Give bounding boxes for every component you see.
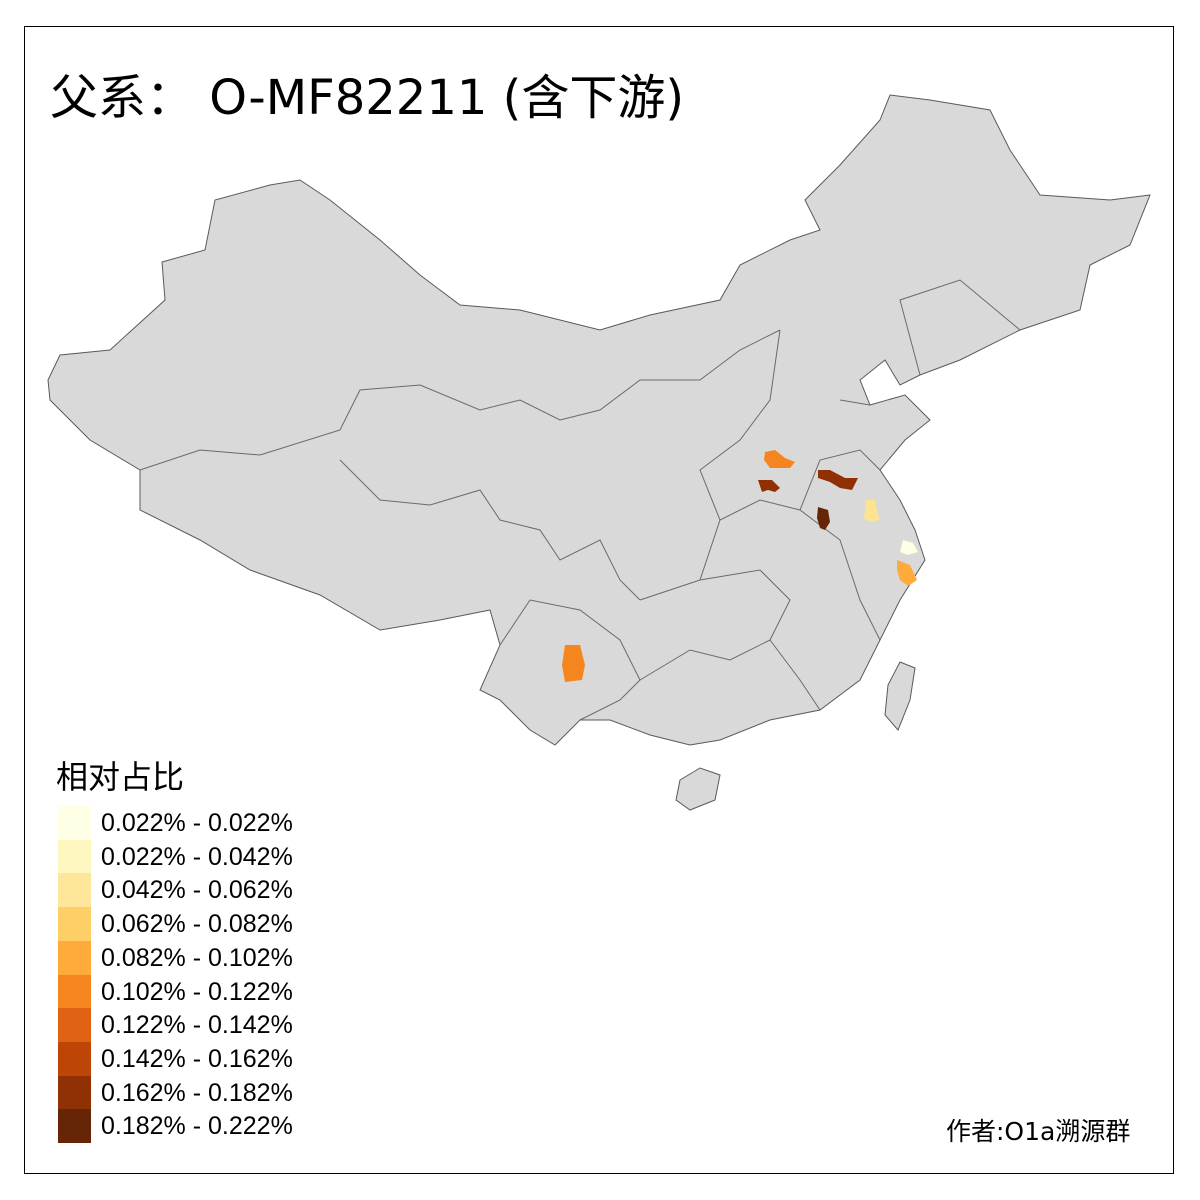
- legend-item: 0.062% - 0.082%: [58, 907, 358, 942]
- region-class-4: [897, 560, 917, 586]
- highlighted-regions: [562, 450, 918, 682]
- legend-swatch: [58, 1008, 91, 1043]
- legend-label: 0.082% - 0.102%: [101, 943, 293, 972]
- legend-swatch: [58, 1109, 91, 1144]
- legend-label: 0.062% - 0.082%: [101, 910, 293, 939]
- legend-swatch: [58, 907, 91, 942]
- legend-label: 0.122% - 0.142%: [101, 1011, 293, 1040]
- legend-title: 相对占比: [56, 758, 185, 796]
- region-class-8: [818, 470, 858, 490]
- legend-label: 0.142% - 0.162%: [101, 1044, 293, 1073]
- region-class-5: [562, 645, 585, 682]
- legend-label: 0.182% - 0.222%: [101, 1112, 293, 1141]
- taiwan: [884, 661, 916, 731]
- legend-item: 0.042% - 0.062%: [58, 873, 358, 908]
- legend-swatch: [58, 839, 91, 874]
- author-credit: 作者:O1a溯源群: [946, 1117, 1131, 1146]
- legend-item: 0.102% - 0.122%: [58, 974, 358, 1009]
- legend-label: 0.162% - 0.182%: [101, 1078, 293, 1107]
- legend-item: 0.182% - 0.222%: [58, 1109, 358, 1144]
- legend-swatch: [58, 873, 91, 908]
- legend-swatch: [58, 806, 91, 840]
- legend-swatch: [58, 1075, 91, 1110]
- legend-swatch: [58, 974, 91, 1009]
- legend-label: 0.042% - 0.062%: [101, 876, 293, 905]
- region-class-9: [817, 507, 830, 530]
- region-class-2: [864, 500, 880, 522]
- legend-item: 0.162% - 0.182%: [58, 1075, 358, 1110]
- hainan: [675, 767, 721, 811]
- legend-item: 0.022% - 0.042%: [58, 839, 358, 874]
- mainland-china: [47, 94, 1151, 746]
- region-class-8: [758, 480, 780, 492]
- page-title: 父系： O-MF82211 (含下游): [50, 70, 685, 126]
- province-borders: [139, 279, 1021, 721]
- legend-item: 0.022% - 0.022%: [58, 806, 358, 840]
- legend-swatch: [58, 1041, 91, 1076]
- legend-label: 0.102% - 0.122%: [101, 977, 293, 1006]
- legend-swatch: [58, 940, 91, 975]
- legend-item: 0.122% - 0.142%: [58, 1008, 358, 1043]
- legend-item: 0.142% - 0.162%: [58, 1041, 358, 1076]
- map-frame: [24, 26, 1174, 1174]
- region-class-5: [764, 450, 795, 468]
- legend-item: 0.082% - 0.102%: [58, 940, 358, 975]
- region-class-0: [900, 540, 918, 555]
- legend-label: 0.022% - 0.042%: [101, 842, 293, 871]
- legend-label: 0.022% - 0.022%: [101, 809, 293, 837]
